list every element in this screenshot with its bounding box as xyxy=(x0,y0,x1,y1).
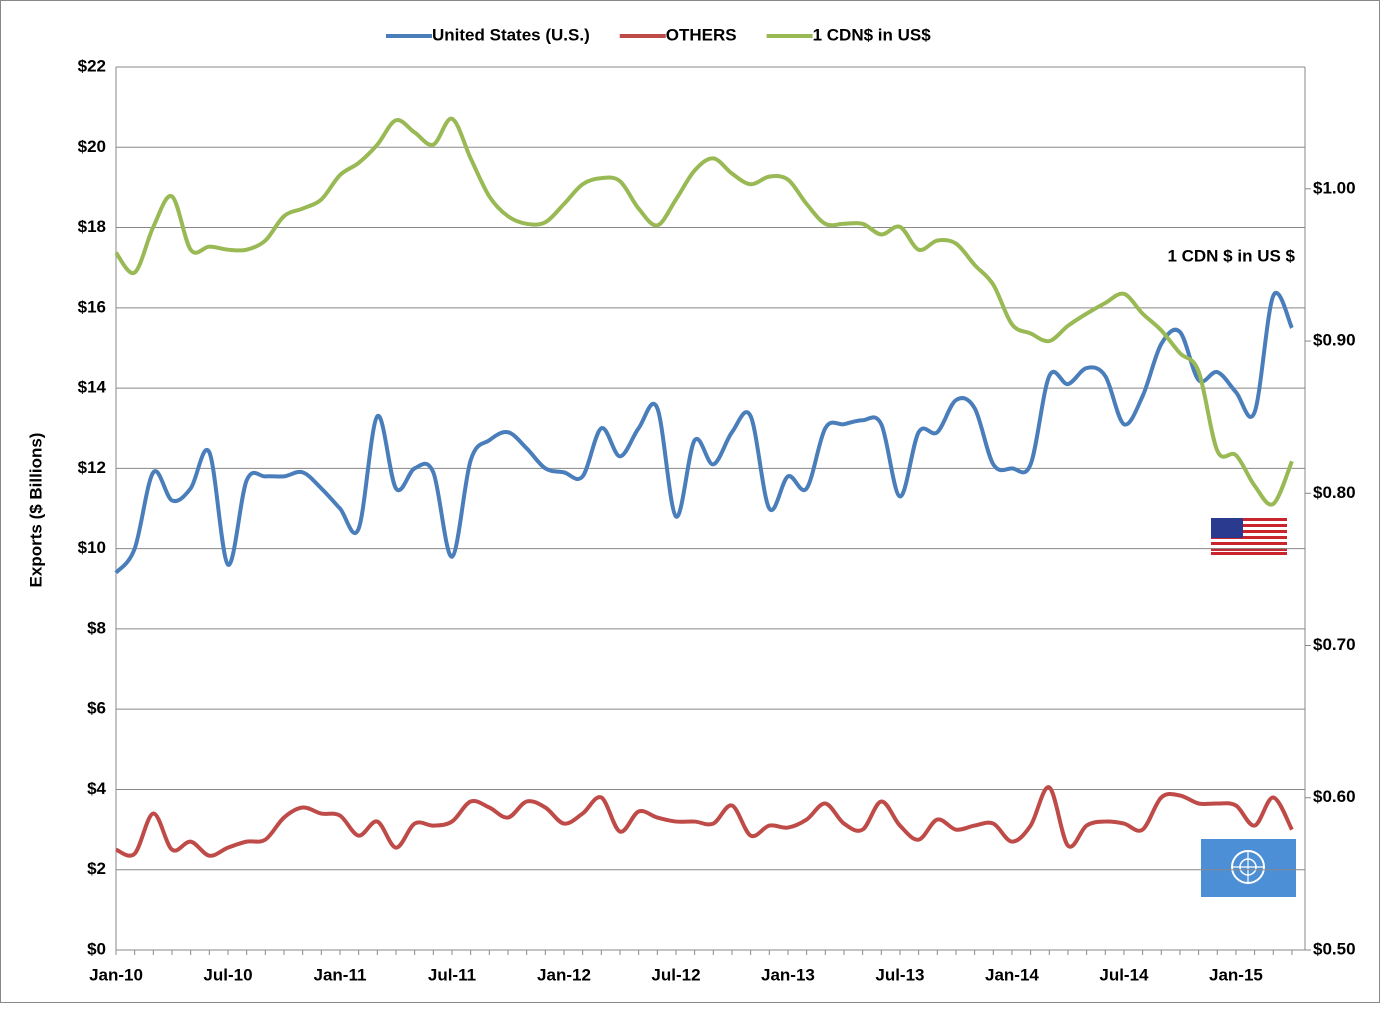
legend-label: 1 CDN$ in US$ xyxy=(813,25,932,44)
x-tick-label: Jan-11 xyxy=(314,965,367,984)
legend-label: United States (U.S.) xyxy=(432,25,590,44)
un-flag xyxy=(1201,839,1296,897)
annotation: 1 CDN $ in US $ xyxy=(1167,246,1295,265)
y-tick-label: $14 xyxy=(78,378,107,397)
y-tick-label: $8 xyxy=(87,618,106,637)
x-tick-label: Jul-10 xyxy=(203,965,252,984)
us-flag xyxy=(1211,518,1287,555)
y2-tick-label: $1.00 xyxy=(1313,178,1356,197)
y-tick-label: $12 xyxy=(78,458,106,477)
y-tick-label: $16 xyxy=(78,297,106,316)
x-tick-label: Jul-11 xyxy=(428,965,476,984)
y2-tick-label: $0.90 xyxy=(1313,331,1356,350)
legend-label: OTHERS xyxy=(666,25,737,44)
y2-tick-label: $0.50 xyxy=(1313,939,1356,958)
series-line xyxy=(115,785,1294,858)
y-tick-label: $18 xyxy=(78,217,106,236)
y2-tick-label: $0.70 xyxy=(1313,635,1356,654)
x-tick-label: Jan-14 xyxy=(985,965,1039,984)
x-tick-label: Jan-15 xyxy=(1209,965,1263,984)
y2-tick-label: $0.80 xyxy=(1313,483,1356,502)
y2-tick-label: $0.60 xyxy=(1313,787,1356,806)
y-tick-label: $20 xyxy=(78,137,106,156)
x-tick-label: Jan-12 xyxy=(537,965,591,984)
y-tick-label: $22 xyxy=(78,56,106,75)
x-tick-label: Jul-13 xyxy=(875,965,924,984)
y-axis-label: Exports ($ Billions) xyxy=(26,433,45,588)
y-tick-label: $0 xyxy=(87,939,106,958)
x-tick-label: Jan-13 xyxy=(761,965,815,984)
y-tick-label: $6 xyxy=(87,699,106,718)
x-tick-label: Jul-12 xyxy=(651,965,700,984)
x-tick-label: Jul-14 xyxy=(1099,965,1149,984)
y-tick-label: $4 xyxy=(87,779,106,798)
series-line xyxy=(114,116,1294,507)
y-tick-label: $2 xyxy=(87,859,106,878)
x-tick-label: Jan-10 xyxy=(89,965,143,984)
series-line xyxy=(114,290,1294,575)
y-tick-label: $10 xyxy=(78,538,106,557)
